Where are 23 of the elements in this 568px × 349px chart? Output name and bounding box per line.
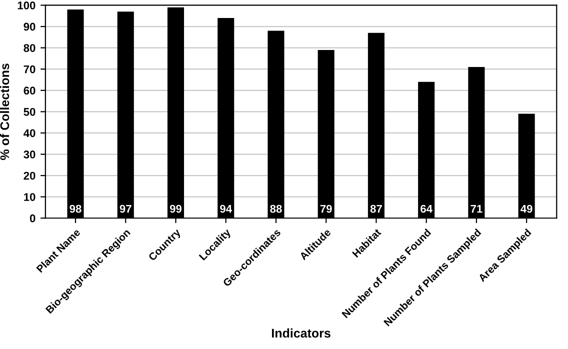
data-label: 64	[420, 204, 432, 213]
y-tick-label: 70	[24, 65, 36, 74]
y-axis-title: % of Collections	[0, 64, 10, 160]
data-label: 49	[520, 204, 532, 213]
y-tick-label: 80	[24, 44, 36, 52]
y-tick-label: 40	[24, 129, 36, 138]
y-tick-label: 0	[30, 214, 36, 222]
x-axis-title: Indicators	[272, 328, 330, 338]
y-tick-label: 50	[24, 108, 36, 116]
data-label: 97	[120, 204, 132, 213]
y-tick-label: 30	[24, 150, 36, 158]
data-label: 88	[270, 204, 282, 213]
y-tick-label: 20	[24, 172, 36, 180]
data-label: 71	[470, 204, 482, 213]
y-tick-label: 100	[18, 2, 36, 10]
data-label: 99	[170, 204, 182, 213]
y-tick-label: 10	[24, 193, 36, 201]
data-label: 94	[220, 204, 232, 213]
data-label: 98	[70, 204, 82, 213]
data-label: 87	[370, 204, 382, 213]
data-label: 79	[320, 204, 332, 213]
y-tick-label: 90	[24, 22, 36, 31]
y-tick-label: 60	[24, 86, 36, 95]
